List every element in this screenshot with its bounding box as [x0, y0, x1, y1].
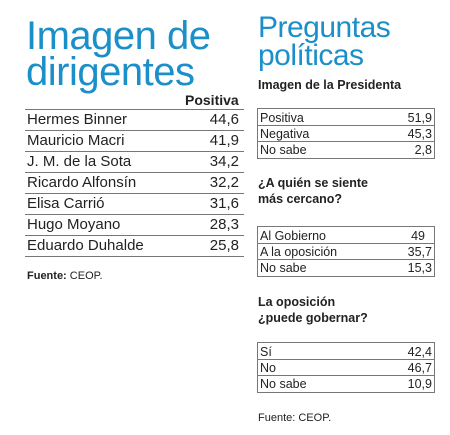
- table-row: A la oposición 35,7: [258, 244, 432, 260]
- leader-name: Mauricio Macri: [27, 132, 125, 149]
- table-row: Al Gobierno 49: [258, 228, 432, 244]
- row-value: 35,7: [407, 245, 432, 259]
- row-value: 46,7: [407, 361, 432, 375]
- table-row: No 46,7: [258, 360, 432, 376]
- row-label: A la oposición: [260, 245, 338, 259]
- leader-name: Hugo Moyano: [27, 216, 121, 233]
- table-row: Hermes Binner 44,6: [27, 110, 239, 130]
- table-rule: [257, 125, 435, 126]
- table-rule: [257, 158, 435, 159]
- row-value: 49: [411, 229, 425, 243]
- section-box: [257, 226, 435, 276]
- leader-name: Eduardo Duhalde: [27, 237, 144, 254]
- row-value: 42,4: [407, 345, 432, 359]
- right-title-line-1: Preguntas: [258, 11, 391, 44]
- section-heading: más cercano?: [258, 192, 343, 206]
- column-header-positiva: Positiva: [185, 92, 239, 108]
- table-rule: [257, 259, 435, 260]
- row-label: No: [260, 361, 276, 375]
- row-value: 51,9: [407, 111, 432, 125]
- table-rule: [25, 235, 244, 236]
- table-row: No sabe 15,3: [258, 260, 432, 276]
- left-title-line-2: dirigentes: [26, 50, 195, 94]
- table-rule: [257, 359, 435, 360]
- row-label: No sabe: [260, 143, 307, 157]
- table-row: Mauricio Macri 41,9: [27, 131, 239, 151]
- row-label: Negativa: [260, 127, 310, 141]
- table-row: Ricardo Alfonsín 32,2: [27, 173, 239, 193]
- section-box: [257, 108, 435, 158]
- table-rule: [257, 243, 435, 244]
- leader-name: Elisa Carrió: [27, 195, 105, 212]
- table-rule: [25, 151, 244, 152]
- source-value: CEOP.: [69, 270, 103, 282]
- row-value: 15,3: [407, 261, 432, 275]
- table-row: Negativa 45,3: [258, 126, 432, 142]
- section-heading: Imagen de la Presidenta: [258, 78, 402, 92]
- section-heading: ¿A quién se siente: [258, 176, 368, 190]
- table-row: J. M. de la Sota 34,2: [27, 152, 239, 172]
- row-label: No sabe: [260, 377, 307, 391]
- table-rule: [257, 342, 435, 343]
- source-label: Fuente:: [27, 270, 67, 282]
- table-rule: [25, 193, 244, 194]
- leader-value: 32,2: [209, 174, 239, 191]
- table-row: Hugo Moyano 28,3: [27, 215, 239, 235]
- leader-value: 44,6: [209, 111, 239, 128]
- table-rule: [257, 141, 435, 142]
- section-box: [257, 342, 435, 392]
- table-rule: [25, 256, 244, 257]
- row-value: 45,3: [407, 127, 432, 141]
- table-row: Sí 42,4: [258, 344, 432, 360]
- row-label: No sabe: [260, 261, 307, 275]
- table-row: Positiva 51,9: [258, 110, 432, 126]
- section-heading: La oposición: [258, 295, 336, 309]
- row-label: Al Gobierno: [260, 229, 327, 243]
- right-source: Fuente: CEOP.: [258, 412, 332, 424]
- table-row: Eduardo Duhalde 25,8: [27, 236, 239, 256]
- row-value: 10,9: [407, 377, 432, 391]
- leader-value: 41,9: [209, 132, 239, 149]
- table-rule: [257, 226, 435, 227]
- table-row: Elisa Carrió 31,6: [27, 194, 239, 214]
- table-rule: [257, 276, 435, 277]
- table-rule: [25, 109, 244, 110]
- table-rule: [25, 214, 244, 215]
- leader-name: J. M. de la Sota: [27, 153, 132, 170]
- row-value: 2,8: [414, 143, 432, 157]
- row-label: Sí: [260, 345, 272, 359]
- table-rule: [25, 172, 244, 173]
- leader-value: 31,6: [209, 195, 239, 212]
- left-source: Fuente: CEOP.: [27, 270, 103, 282]
- section-heading: ¿puede gobernar?: [258, 311, 368, 325]
- row-label: Positiva: [260, 111, 304, 125]
- leader-value: 28,3: [209, 216, 239, 233]
- table-rule: [25, 130, 244, 131]
- leader-name: Ricardo Alfonsín: [27, 174, 137, 191]
- leader-value: 25,8: [209, 237, 239, 254]
- table-rule: [257, 108, 435, 109]
- table-rule: [257, 392, 435, 393]
- leader-name: Hermes Binner: [27, 111, 128, 128]
- table-row: No sabe 2,8: [258, 142, 432, 158]
- left-title-line-1: Imagen de: [26, 14, 211, 58]
- leader-value: 34,2: [209, 153, 239, 170]
- right-title-line-2: políticas: [258, 39, 364, 72]
- table-rule: [257, 375, 435, 376]
- table-row: No sabe 10,9: [258, 376, 432, 392]
